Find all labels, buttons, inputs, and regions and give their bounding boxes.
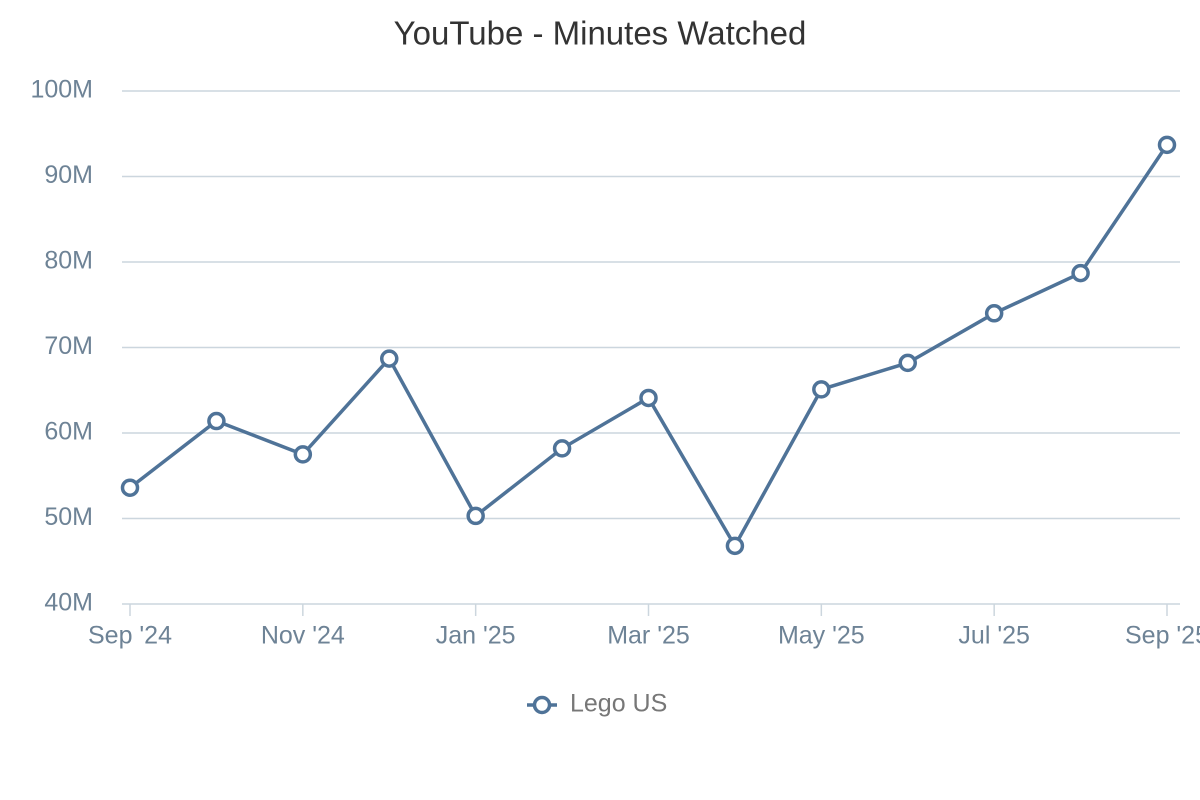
legend-label: Lego US [570, 690, 667, 718]
point [380, 349, 399, 368]
point [812, 380, 831, 399]
y-tick-label: 90M [44, 161, 93, 189]
point [1071, 263, 1090, 283]
x-tick-label: Mar '25 [607, 622, 690, 650]
point [466, 506, 485, 526]
x-tick-label: Jul '25 [958, 622, 1029, 650]
point [552, 439, 572, 458]
point [293, 445, 313, 464]
point [639, 388, 658, 408]
legend-marker [532, 695, 552, 715]
point [984, 304, 1004, 323]
line [128, 143, 1169, 550]
point [725, 536, 745, 556]
point [207, 411, 226, 431]
y-tick-label: 70M [44, 332, 93, 360]
x-tick-label: May '25 [778, 622, 865, 650]
point [1157, 135, 1177, 155]
y-tick-label: 40M [44, 589, 93, 617]
y-tick-label: 80M [44, 247, 93, 275]
chart-title: YouTube - Minutes Watched [394, 15, 807, 52]
x-tick-label: Sep '25 [1125, 622, 1200, 650]
y-tick-label: 100M [30, 76, 93, 104]
x-tick-label: Sep '24 [88, 622, 172, 650]
point [898, 353, 917, 373]
x-tick-label: Nov '24 [261, 622, 345, 650]
point [120, 478, 140, 497]
y-tick-label: 60M [44, 418, 93, 446]
y-tick-label: 50M [44, 503, 93, 531]
x-tick-label: Jan '25 [436, 622, 516, 650]
